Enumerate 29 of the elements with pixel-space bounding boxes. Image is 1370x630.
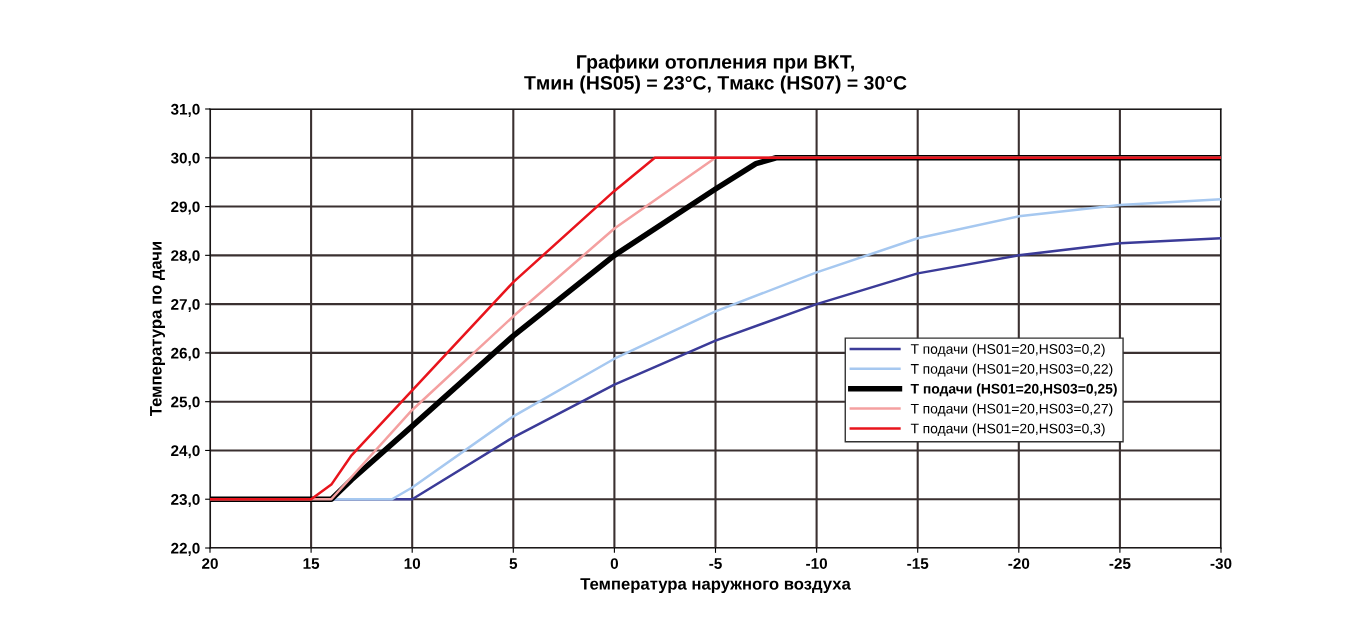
- y-tick-label: 26,0: [171, 347, 200, 361]
- x-tick-label: -25: [1109, 558, 1131, 569]
- y-tick-label: 22,0: [171, 542, 200, 556]
- legend-label: T подачи (HS01=20,HS03=0,3): [910, 423, 1105, 437]
- y-tick-label: 30,0: [170, 152, 200, 166]
- y-tick-label: 28,0: [171, 250, 200, 264]
- x-tick-label: -30: [1210, 558, 1232, 569]
- y-tick-label: 25,0: [171, 396, 200, 410]
- chart-title: Графики отопления при ВКТ, Tмин (HS05) = 23°C, Tмакс (HS07) = 30°C: [524, 54, 907, 94]
- x-tick-label: 0: [610, 558, 619, 569]
- legend-label: T подачи (HS01=20,HS03=0,22): [910, 363, 1113, 377]
- x-axis-title: Температура наружного воздуха: [580, 578, 851, 594]
- legend-label: T подачи (HS01=20,HS03=0,25): [910, 383, 1117, 397]
- x-tick-label: 5: [509, 558, 518, 569]
- legend-label: T подачи (HS01=20,HS03=0,27): [910, 403, 1113, 417]
- y-tick-label: 23,0: [171, 494, 200, 508]
- x-tick-label: -10: [806, 558, 828, 569]
- x-tick-label: -15: [907, 558, 929, 569]
- x-tick-label: -5: [709, 558, 722, 569]
- y-tick-label: 29,0: [171, 201, 200, 215]
- x-tick-label: 10: [404, 558, 421, 569]
- x-tick-label: -20: [1008, 558, 1030, 569]
- x-tick-label: 20: [202, 558, 218, 569]
- legend-label: T подачи (HS01=20,HS03=0,2): [910, 343, 1105, 357]
- x-tick-label: 15: [303, 558, 320, 569]
- y-tick-label: 24,0: [171, 445, 200, 459]
- y-tick-label: 27,0: [171, 298, 200, 313]
- y-axis-title: Температура по дачи: [150, 241, 165, 417]
- y-tick-label: 31,0: [170, 103, 200, 117]
